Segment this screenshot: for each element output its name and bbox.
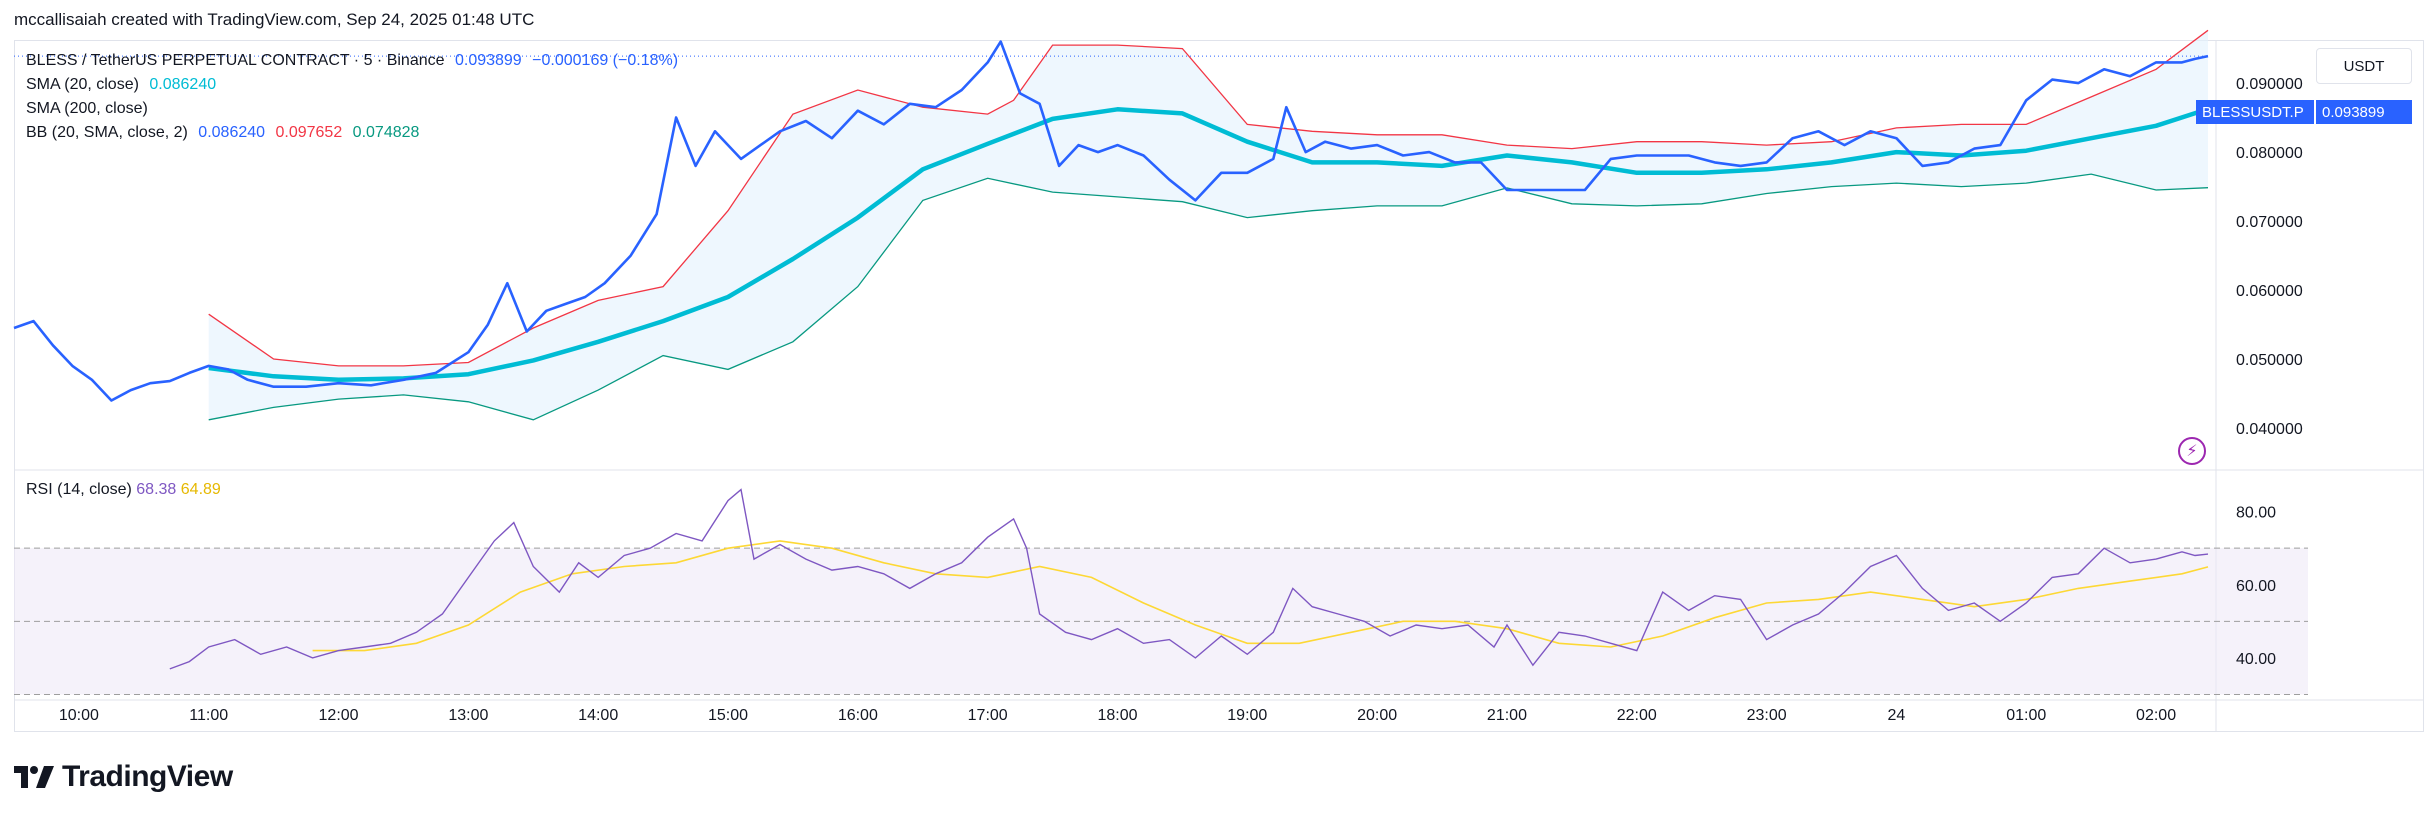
legend-bb-label: BB (20, SMA, close, 2)	[26, 124, 188, 141]
legend-rsi-value: 68.38	[136, 481, 177, 498]
time-axis-tick-11: 21:00	[1487, 707, 1527, 724]
time-axis-tick-16: 02:00	[2136, 707, 2176, 724]
price-axis-tick-3: 0.070000	[2236, 214, 2303, 231]
series-rsi	[169, 488, 2209, 670]
time-axis-tick-1: 11:00	[189, 707, 228, 724]
series-sma20	[208, 106, 2209, 383]
legend-rsi-ma-value: 64.89	[180, 481, 221, 498]
time-axis-tick-7: 17:00	[968, 707, 1008, 724]
tradingview-logo[interactable]: TradingView	[14, 760, 233, 794]
time-axis-tick-8: 18:00	[1097, 707, 1137, 724]
time-axis-tick-4: 14:00	[578, 707, 618, 724]
legend-bb-basis: 0.086240	[198, 124, 266, 141]
legend-last-price: 0.093899	[454, 52, 522, 69]
series-close	[13, 40, 2209, 402]
rsi-axis-tick-2: 80.00	[2236, 505, 2276, 522]
time-axis-tick-2: 12:00	[319, 707, 359, 724]
price-axis-tick-5: 0.090000	[2236, 76, 2303, 93]
last-price-tag: 0.093899	[2316, 100, 2412, 124]
time-axis-tick-3: 13:00	[448, 707, 488, 724]
attribution-text: mccallisaiah created with TradingView.co…	[14, 10, 535, 29]
time-axis-tick-10: 20:00	[1357, 707, 1397, 724]
rsi-axis-tick-1: 60.00	[2236, 578, 2276, 595]
legend-symbol: BLESS / TetherUS PERPETUAL CONTRACT · 5 …	[26, 52, 445, 69]
legend-sma20-row[interactable]: SMA (20, close) 0.086240	[26, 74, 222, 96]
series-rsi-ma	[312, 540, 2209, 652]
legend-sma20-value: 0.086240	[149, 76, 217, 93]
legend-sma200-row[interactable]: SMA (200, close)	[26, 98, 154, 120]
legend-sma200-label: SMA (200, close)	[26, 100, 148, 117]
price-axis-tick-1: 0.050000	[2236, 352, 2303, 369]
chart-frame	[14, 40, 2424, 732]
time-axis-tick-6: 16:00	[838, 707, 878, 724]
time-axis-tick-14: 24	[1888, 707, 1906, 724]
time-axis-tick-0: 10:00	[59, 707, 99, 724]
symbol-price-tag: BLESSUSDT.P	[2196, 100, 2314, 124]
tv-logo-icon	[14, 766, 54, 788]
legend-rsi-label: RSI (14, close)	[26, 481, 132, 498]
price-axis-tick-0: 0.040000	[2236, 421, 2303, 438]
legend-sma20-label: SMA (20, close)	[26, 76, 139, 93]
time-axis-tick-12: 22:00	[1617, 707, 1657, 724]
price-axis-tick-4: 0.080000	[2236, 145, 2303, 162]
tradingview-wordmark: TradingView	[62, 760, 233, 793]
legend-bb-row[interactable]: BB (20, SMA, close, 2) 0.086240 0.097652…	[26, 122, 425, 144]
legend-bb-lower: 0.074828	[352, 124, 420, 141]
rsi-axis-tick-0: 40.00	[2236, 651, 2276, 668]
time-axis-tick-15: 01:00	[2006, 707, 2046, 724]
currency-button[interactable]: USDT	[2316, 48, 2412, 84]
legend-rsi-row[interactable]: RSI (14, close) 68.38 64.89	[26, 481, 221, 499]
lightning-icon[interactable]: ⚡	[2178, 437, 2206, 465]
price-axis-tick-2: 0.060000	[2236, 283, 2303, 300]
legend-symbol-row: BLESS / TetherUS PERPETUAL CONTRACT · 5 …	[26, 50, 684, 72]
legend-bb-upper: 0.097652	[275, 124, 343, 141]
legend-change: −0.000169 (−0.18%)	[532, 52, 679, 69]
time-axis-tick-13: 23:00	[1747, 707, 1787, 724]
time-axis-tick-9: 19:00	[1227, 707, 1267, 724]
bb-fill	[208, 30, 2209, 420]
time-axis-tick-5: 15:00	[708, 707, 748, 724]
series-bb-lower	[208, 173, 2209, 421]
